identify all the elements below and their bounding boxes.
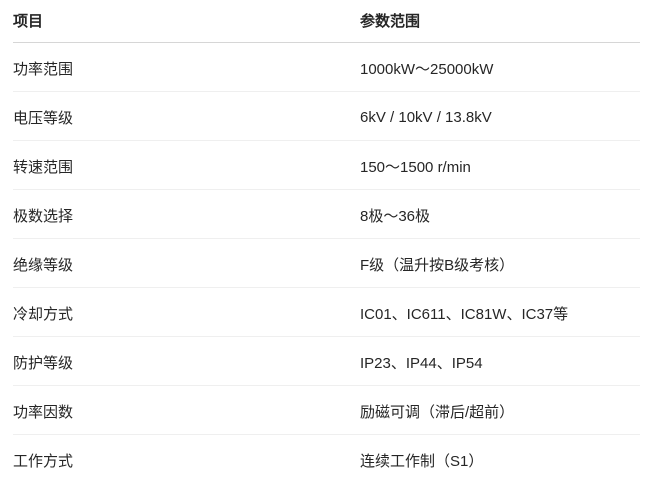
item-cell: 极数选择 xyxy=(13,189,360,239)
table-row: 冷却方式 IC01、IC611、IC81W、IC37等 xyxy=(13,287,640,337)
spec-table: 项目 参数范围 功率范围 1000kW～25000kW 电压等级 6kV / 1… xyxy=(13,0,640,483)
range-cell: IP23、IP44、IP54 xyxy=(360,336,640,386)
table-header-row: 项目 参数范围 xyxy=(13,0,640,43)
column-header-range: 参数范围 xyxy=(360,0,640,43)
item-cell: 绝缘等级 xyxy=(13,238,360,288)
range-cell: 连续工作制（S1） xyxy=(360,452,484,470)
table-row: 防护等级 IP23、IP44、IP54 xyxy=(13,336,640,386)
range-cell: 8极～36极 xyxy=(360,189,640,239)
range-cell: F级（温升按B级考核） xyxy=(360,238,640,288)
item-cell: 功率因数 xyxy=(13,385,360,435)
table-row: 绝缘等级 F级（温升按B级考核） xyxy=(13,238,640,288)
item-cell: 转速范围 xyxy=(13,140,360,190)
table-row: 极数选择 8极～36极 xyxy=(13,189,640,239)
range-cell: 励磁可调（滞后/超前） xyxy=(360,385,640,435)
table-row: 转速范围 150～1500 r/min xyxy=(13,140,640,190)
range-cell: 1000kW～25000kW xyxy=(360,42,640,92)
range-cell: 150～1500 r/min xyxy=(360,140,640,190)
item-cell: 功率范围 xyxy=(13,42,360,92)
range-cell: 6kV / 10kV / 13.8kV xyxy=(360,91,640,141)
column-header-item: 项目 xyxy=(13,0,360,43)
table-row: 功率范围 1000kW～25000kW xyxy=(13,42,640,92)
range-cell: IC01、IC611、IC81W、IC37等 xyxy=(360,287,640,337)
item-cell: 冷却方式 xyxy=(13,287,360,337)
item-cell: 防护等级 xyxy=(13,336,360,386)
table-row: 工作方式 连续工作制（S1） xyxy=(13,434,640,483)
item-cell: 工作方式 xyxy=(13,452,74,470)
table-row: 电压等级 6kV / 10kV / 13.8kV xyxy=(13,91,640,141)
item-cell: 电压等级 xyxy=(13,91,360,141)
table-row: 功率因数 励磁可调（滞后/超前） xyxy=(13,385,640,435)
